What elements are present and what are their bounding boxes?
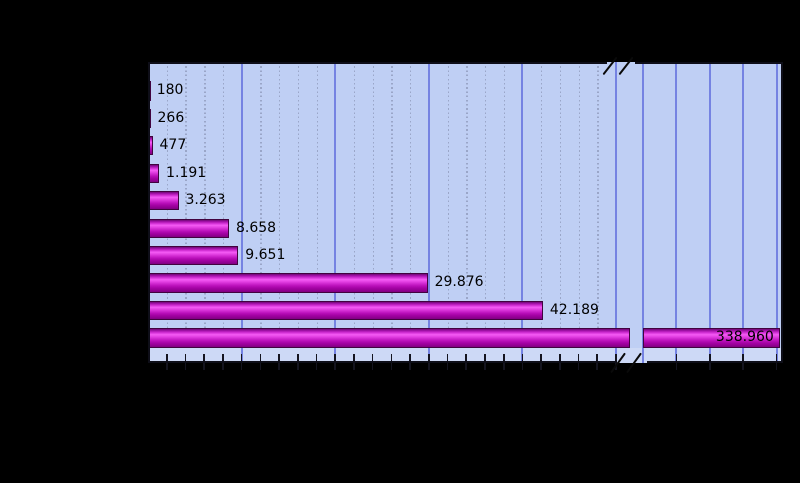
bar-value-label: 42.189 — [549, 301, 599, 318]
plot-area: 180 266 477 1.191 3.263 8.658 9.651 29.876 42.18… — [148, 56, 783, 373]
major-gridline — [615, 62, 617, 363]
major-gridline — [675, 62, 678, 363]
plot-frame-right — [781, 62, 783, 363]
plot-frame-bottom — [148, 361, 617, 363]
axis-break-mark — [618, 56, 634, 75]
bar-value-label: 477 — [159, 137, 187, 154]
bar-value-label: 180 — [156, 82, 184, 99]
major-gridline — [521, 62, 524, 363]
bar-segment — [148, 328, 630, 348]
bar-segment — [148, 218, 229, 238]
bar-value-label: 29.876 — [434, 274, 484, 291]
minor-gridline — [410, 62, 412, 348]
bar-value-label: 266 — [157, 109, 185, 126]
minor-gridline — [597, 62, 599, 348]
plot-frame-top — [148, 62, 607, 64]
minor-gridline — [391, 62, 393, 348]
bar-segment — [643, 328, 780, 348]
major-gridline — [427, 62, 430, 363]
major-gridline — [642, 62, 644, 363]
minor-gridline — [204, 62, 206, 348]
major-gridline — [775, 62, 778, 363]
major-gridline — [334, 62, 337, 363]
minor-gridline — [353, 62, 356, 348]
bar-value-label: 1.191 — [166, 164, 207, 181]
major-gridline — [708, 62, 711, 363]
major-gridline — [742, 62, 745, 363]
bar-value-label: 338.960 — [715, 329, 774, 346]
minor-gridline — [279, 62, 281, 348]
minor-gridline — [297, 62, 300, 348]
minor-gridline — [484, 62, 487, 348]
minor-gridline — [316, 62, 318, 348]
major-gridline — [240, 62, 243, 363]
minor-gridline — [185, 62, 187, 348]
bar-segment — [148, 246, 239, 266]
bar-value-label: 8.658 — [236, 219, 277, 236]
bar-segment — [148, 191, 179, 211]
bar-segment — [148, 273, 428, 293]
minor-gridline — [503, 62, 506, 348]
bar-value-label: 3.263 — [185, 192, 226, 209]
minor-gridline — [222, 62, 225, 348]
minor-gridline — [447, 62, 449, 348]
minor-gridline — [372, 62, 374, 348]
minor-gridline — [578, 62, 580, 348]
bar-segment — [148, 300, 543, 321]
plot-frame-bottom — [647, 361, 783, 363]
minor-gridline — [466, 62, 468, 348]
minor-gridline — [541, 62, 543, 348]
minor-gridline — [260, 62, 262, 348]
bar-value-label: 9.651 — [245, 247, 286, 263]
minor-gridline — [559, 62, 562, 348]
plot-frame-left — [148, 62, 150, 363]
plot-frame-top — [635, 62, 783, 64]
